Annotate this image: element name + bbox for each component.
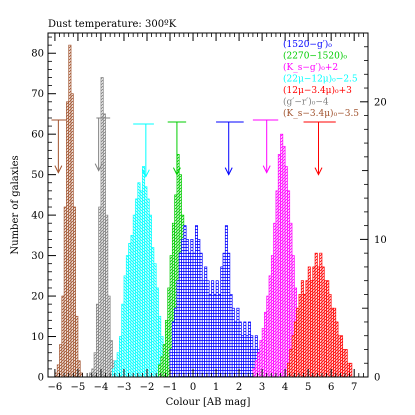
legend-entry-1520-g: (1520−g′)₀ <box>283 39 332 50</box>
reference-marker-1520-g <box>216 121 244 176</box>
x-tick-label: 3 <box>259 382 265 393</box>
mean-arrow-head <box>224 167 233 176</box>
x-tick-label: 4 <box>282 382 288 393</box>
x-tick-label: −5 <box>71 382 86 393</box>
legend-entry-22-12-2-5: (22μ−12μ)₀−2.5 <box>283 74 358 85</box>
mean-arrow-head <box>94 163 103 172</box>
y2-tick-label: 0 <box>374 373 380 384</box>
x-tick-label: 2 <box>236 382 242 393</box>
legend-entry-12-3-4-3: (12μ−3.4μ)₀+3 <box>283 85 352 96</box>
y-tick-label: 30 <box>31 251 44 262</box>
legend-entry-g-r-4: (g′−r′)₀−4 <box>283 97 329 108</box>
y-tick-label: 40 <box>31 211 44 222</box>
legend-entry-k-s-g-2: (K_s−g′)₀+2 <box>283 62 338 73</box>
x-tick-label: −1 <box>163 382 178 393</box>
series-k-s-3-4-3-5 <box>54 44 83 378</box>
chart-title: Dust temperature: 300ºK <box>48 19 177 30</box>
axes-layer: −6 −5 −4 −3 −2 −1 0 1 2 3 4 5 6 701020304050607080010… <box>31 32 387 393</box>
reference-marker-12-3-4-3 <box>303 121 336 176</box>
series-12-3-4-3 <box>287 252 353 378</box>
plot-frame <box>47 32 369 378</box>
reference-marker-k-s-g-2 <box>252 119 279 174</box>
legend-entry-2270-1520: (2270−1520)₀ <box>283 51 347 62</box>
y-tick-label: 20 <box>31 292 44 303</box>
y2-tick-label: 10 <box>374 235 387 246</box>
y-tick-label: 70 <box>31 89 44 100</box>
mean-arrow-head <box>141 169 150 178</box>
mean-arrow-head <box>54 165 63 174</box>
y-tick-label: 80 <box>31 49 44 60</box>
x-tick-label: −2 <box>140 382 155 393</box>
series-1520-g <box>169 225 270 378</box>
reference-marker-22-12-2-5 <box>133 123 154 178</box>
x-tick-label: 0 <box>190 382 196 393</box>
y2-tick-label: 20 <box>374 97 387 108</box>
y-tick-label: 10 <box>31 332 44 343</box>
x-tick-label: −4 <box>94 382 109 393</box>
reference-marker-2270-1520 <box>167 121 187 176</box>
y-tick-label: 50 <box>31 170 44 181</box>
series-22-12-2-5 <box>112 166 171 378</box>
series-g-r-4 <box>89 77 120 378</box>
mean-arrow-head <box>172 167 181 176</box>
x-tick-label: 6 <box>328 382 334 393</box>
x-tick-label: 7 <box>351 382 357 393</box>
x-tick-label: −3 <box>117 382 132 393</box>
legend: (1520−g′)₀(2270−1520)₀(K_s−g′)₀+2(22μ−12… <box>283 39 359 119</box>
y-axis-title: Number of galaxies <box>10 155 21 254</box>
legend-entry-k-s-3-4-3-5: (K_s−3.4μ)₀−3.5 <box>283 108 359 119</box>
x-tick-label: 1 <box>213 382 219 393</box>
y-tick-label: 0 <box>38 373 44 384</box>
reference-marker-k-s-3-4-3-5 <box>51 119 67 174</box>
reference-marker-g-r-4 <box>94 117 111 172</box>
x-tick-label: 5 <box>305 382 311 393</box>
x-axis-title: Colour [AB mag] <box>166 397 251 408</box>
x-tick-label: −6 <box>48 382 63 393</box>
mean-arrow-head <box>262 165 271 174</box>
reference-lines-layer <box>51 117 336 178</box>
y-tick-label: 60 <box>31 130 44 141</box>
mean-arrow-head <box>314 167 323 176</box>
